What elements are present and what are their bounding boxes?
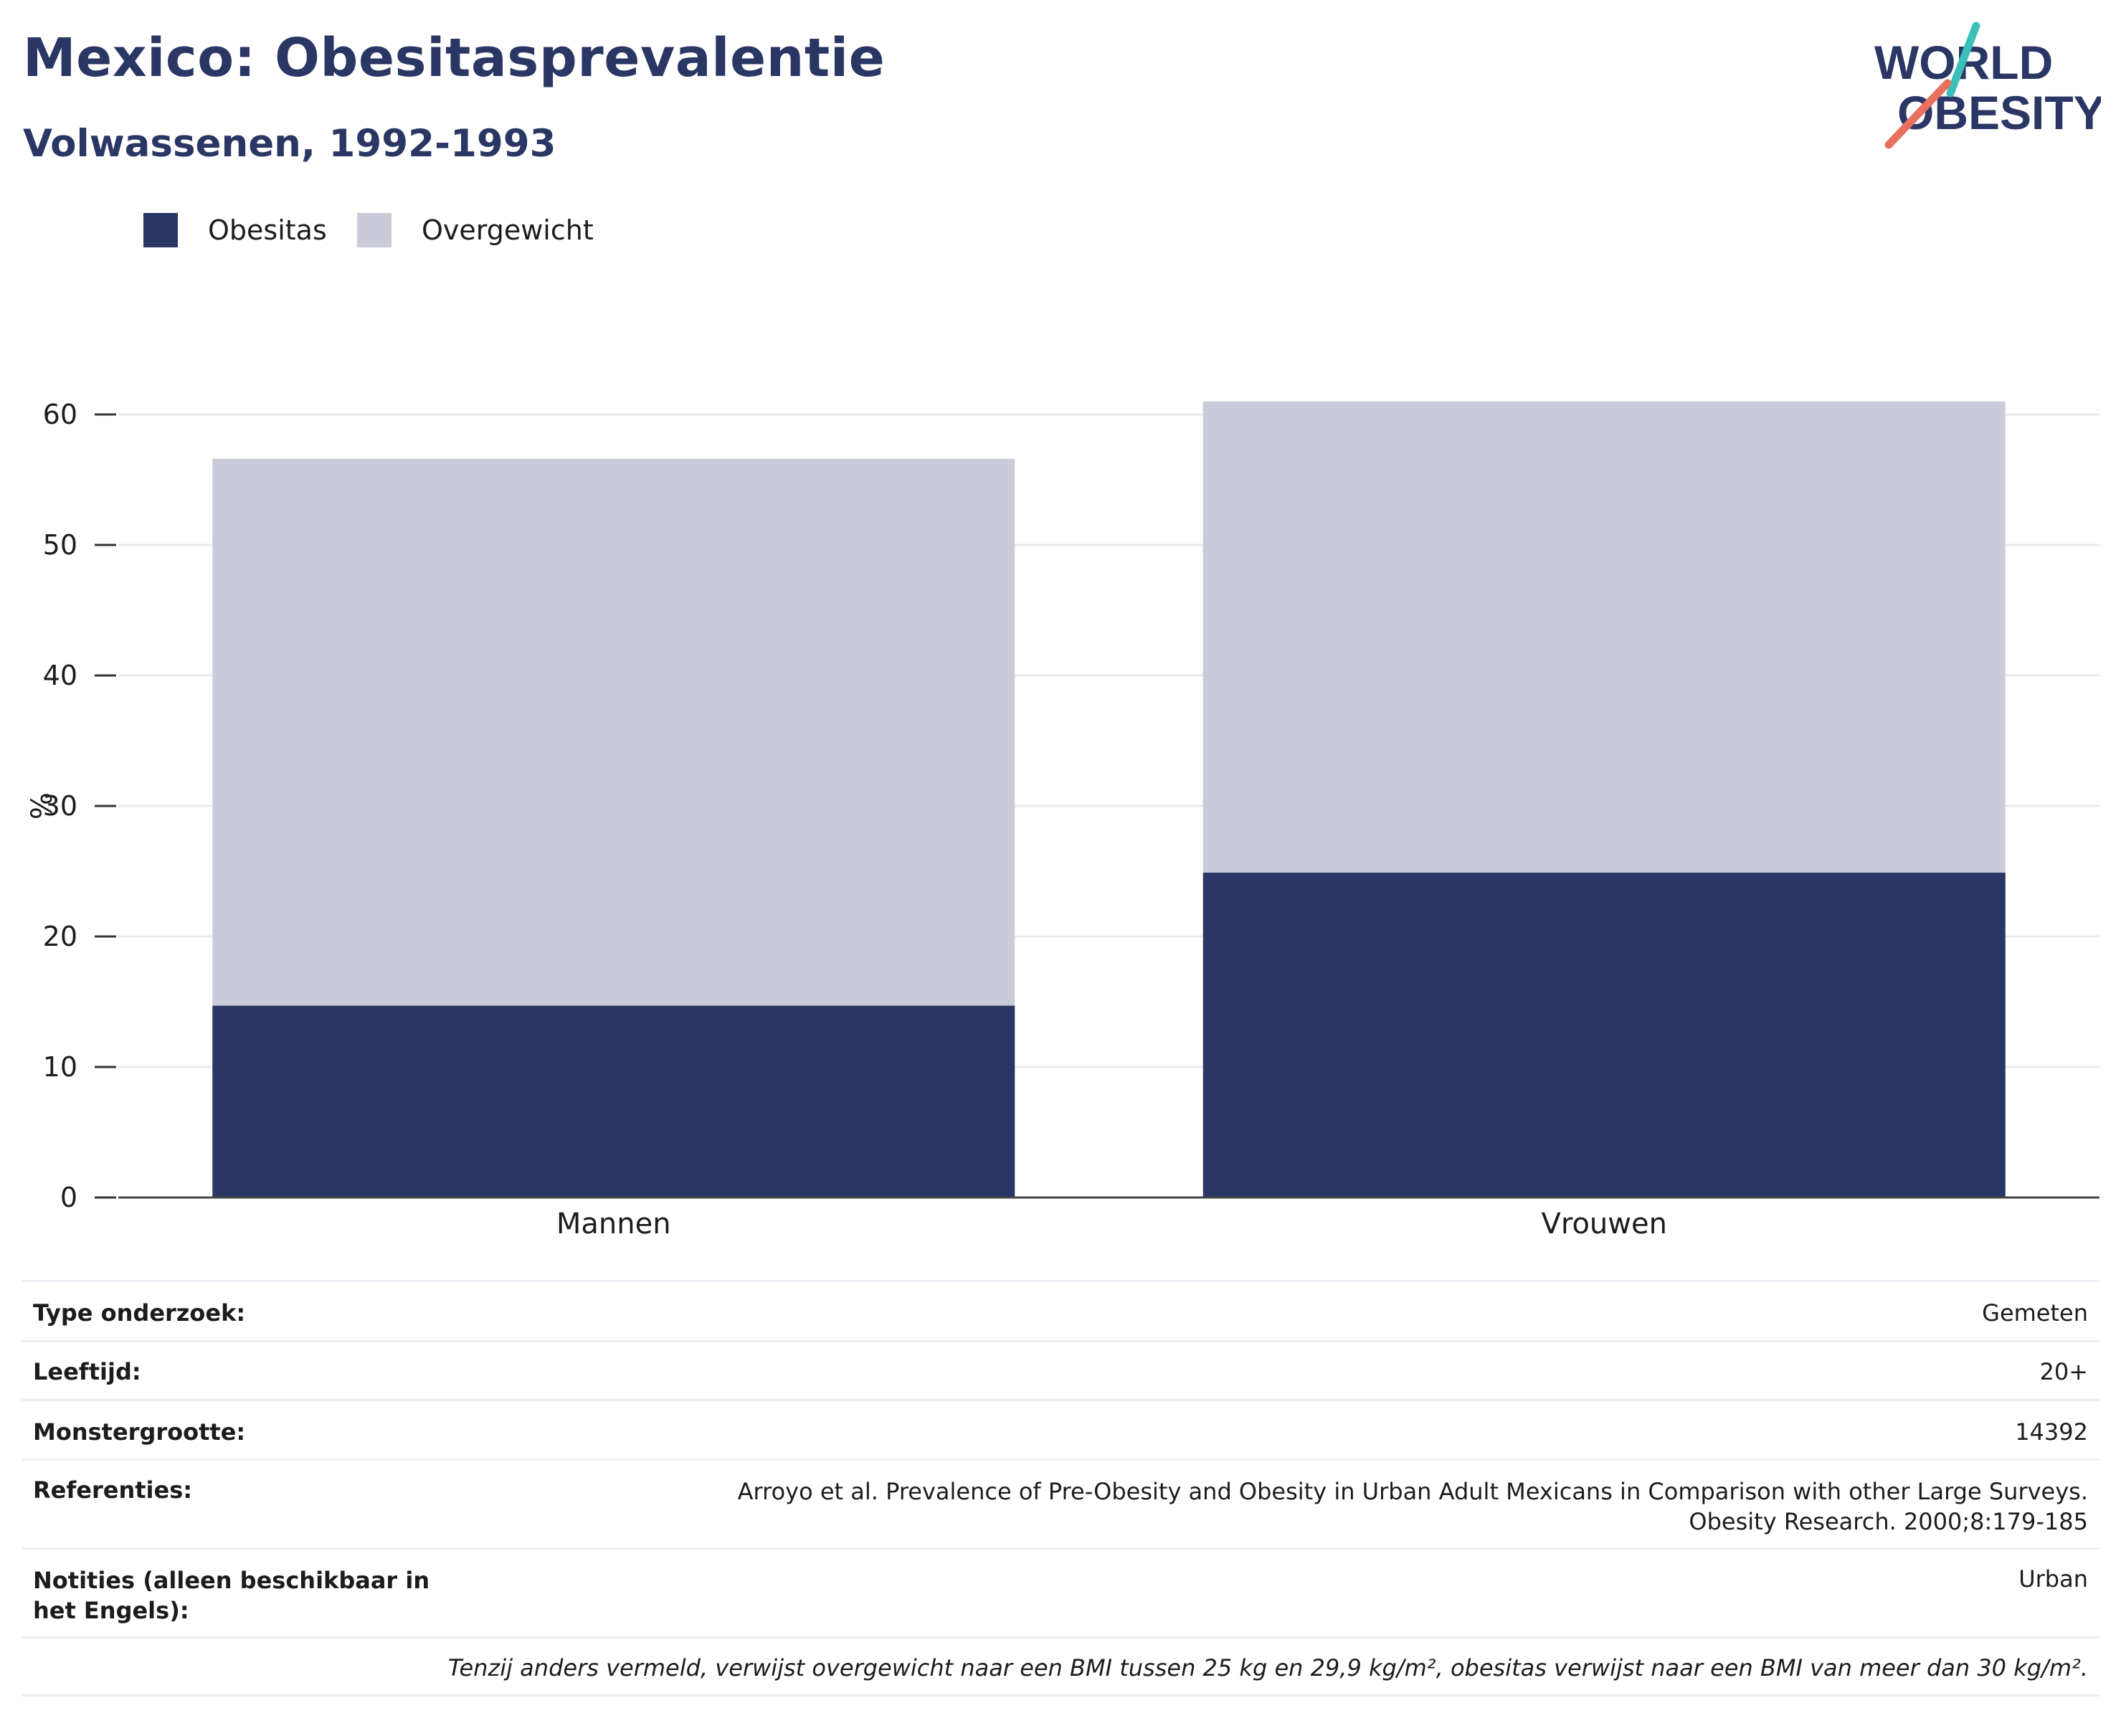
footnote: Tenzij anders vermeld, verwijst overgewi… xyxy=(447,1654,2088,1682)
y-tick-label-20: 20 xyxy=(43,921,77,952)
info-row-notes: Notities (alleen beschikbaar in het Enge… xyxy=(22,1547,2099,1636)
x-tick-label-vrouwen: Vrouwen xyxy=(1542,1208,1667,1241)
world-obesity-logo: WORLD OBESITY xyxy=(1874,22,2101,149)
legend-label-obesitas: Obesitas xyxy=(208,214,327,246)
info-value-references: Arroyo et al. Prevalence of Pre-Obesity … xyxy=(737,1478,2088,1535)
info-key-type: Type onderzoek: xyxy=(33,1299,246,1327)
bar-mannen-obesitas xyxy=(212,1005,1015,1197)
info-row-type: Type onderzoek: Gemeten xyxy=(22,1280,2099,1340)
y-tick-label-0: 0 xyxy=(60,1182,77,1213)
info-value-age: 20+ xyxy=(2039,1358,2088,1385)
chart-subtitle: Volwassenen, 1992-1993 xyxy=(23,122,556,166)
info-row-age: Leeftijd: 20+ xyxy=(22,1340,2099,1399)
y-tick-label-50: 50 xyxy=(43,529,77,561)
info-key-sample-size: Monstergrootte: xyxy=(33,1418,246,1446)
y-tick-label-10: 10 xyxy=(43,1051,77,1083)
info-value-sample-size: 14392 xyxy=(2015,1418,2088,1446)
y-tick-label-60: 60 xyxy=(43,399,77,430)
bar-chart: 0 10 20 30 40 50 60% Mannen Vrouwen xyxy=(26,399,2099,1241)
info-row-sample-size: Monstergrootte: 14392 xyxy=(22,1399,2099,1458)
footnote-row: Tenzij anders vermeld, verwijst overgewi… xyxy=(22,1636,2099,1697)
legend-label-overgewicht: Overgewicht xyxy=(422,214,594,246)
legend-swatch-obesitas xyxy=(143,213,178,247)
info-key-notes: Notities (alleen beschikbaar in het Enge… xyxy=(33,1567,430,1624)
bar-vrouwen-overgewicht xyxy=(1202,401,2006,873)
x-tick-label-mannen: Mannen xyxy=(556,1208,671,1241)
info-value-notes: Urban xyxy=(2018,1565,2088,1593)
legend-swatch-overgewicht xyxy=(357,213,392,247)
info-key-references: Referenties: xyxy=(33,1476,193,1504)
chart-title: Mexico: Obesitasprevalentie xyxy=(23,27,886,89)
bar-mannen-overgewicht xyxy=(212,458,1015,1006)
y-tick-label-40: 40 xyxy=(43,660,77,691)
info-row-references: Referenties: Arroyo et al. Prevalence of… xyxy=(22,1458,2099,1547)
y-tick-label-30: 30 xyxy=(43,790,77,822)
logo-slash-coral xyxy=(1884,79,1952,149)
info-table: Type onderzoek: Gemeten Leeftijd: 20+ Mo… xyxy=(22,1280,2099,1697)
y-axis-label: % xyxy=(26,792,59,820)
bar-vrouwen-obesitas xyxy=(1202,872,2006,1197)
logo-line-2: OBESITY xyxy=(1897,86,2101,139)
info-key-age: Leeftijd: xyxy=(33,1358,141,1385)
logo-slash-teal xyxy=(1946,22,1980,98)
info-value-type: Gemeten xyxy=(1982,1299,2088,1327)
